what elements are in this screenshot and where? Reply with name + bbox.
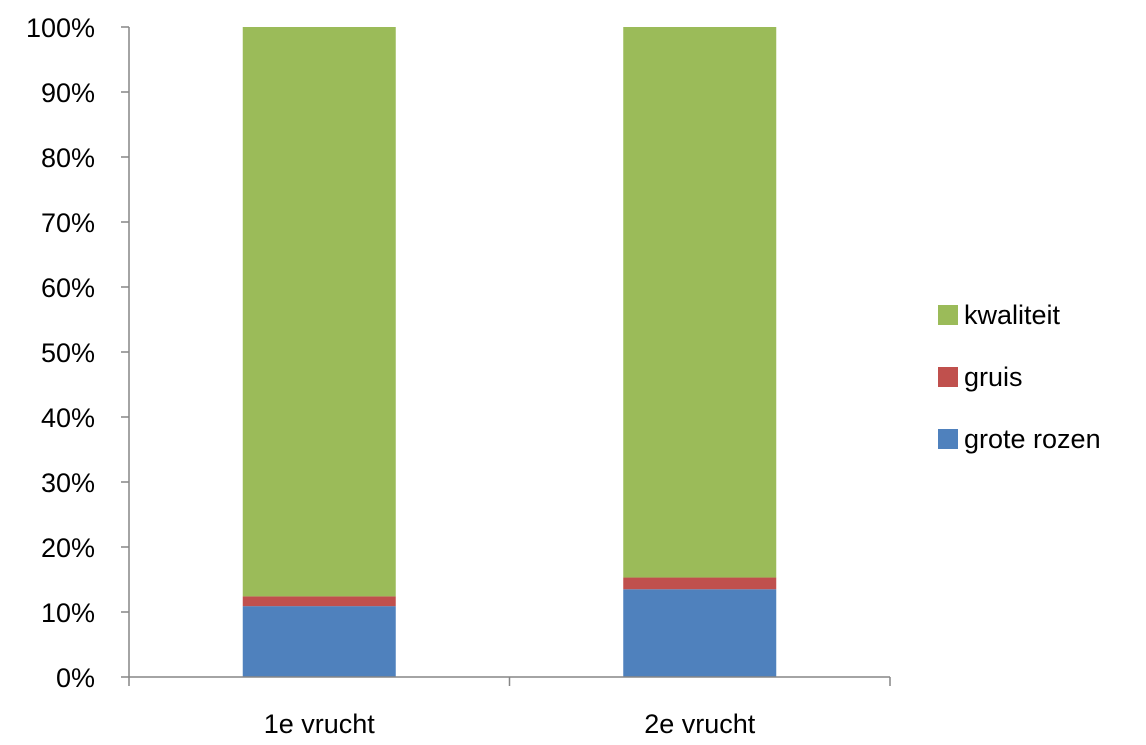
- legend-label-gruis: gruis: [964, 362, 1023, 392]
- y-tick-label: 70%: [41, 208, 95, 238]
- bar-segment-gruis-1: [242, 596, 396, 607]
- y-tick-label: 0%: [56, 663, 95, 693]
- bar-segment-grote-rozen-1: [242, 606, 396, 677]
- y-tick-label: 20%: [41, 533, 95, 563]
- legend-swatch-gruis: [938, 367, 958, 387]
- y-tick-label: 50%: [41, 338, 95, 368]
- axes-layer: 1e vrucht 2e vrucht 0% 10% 20% 30% 40% 50% 60% 70…: [26, 13, 891, 739]
- y-tick-label: 60%: [41, 273, 95, 303]
- x-tick-label: 2e vrucht: [644, 709, 756, 739]
- x-tick-label: 1e vrucht: [264, 709, 376, 739]
- y-tick-label: 90%: [41, 78, 95, 108]
- legend-label-kwaliteit: kwaliteit: [964, 300, 1061, 330]
- legend-swatch-kwaliteit: [938, 305, 958, 325]
- bar-segment-kwaliteit-2: [623, 27, 777, 578]
- y-tick-label: 40%: [41, 403, 95, 433]
- y-tick-label: 10%: [41, 598, 95, 628]
- y-tick-label: 100%: [26, 13, 95, 43]
- bar-segment-kwaliteit-1: [242, 27, 396, 597]
- bar-segment-grote-rozen-2: [623, 589, 777, 677]
- y-tick-label: 30%: [41, 468, 95, 498]
- bars-layer: [242, 27, 777, 677]
- legend-label-grote-rozen: grote rozen: [964, 424, 1101, 454]
- legend: kwaliteit gruis grote rozen: [938, 300, 1101, 454]
- y-tick-label: 80%: [41, 143, 95, 173]
- bar-segment-gruis-2: [623, 577, 777, 590]
- legend-swatch-grote-rozen: [938, 429, 958, 449]
